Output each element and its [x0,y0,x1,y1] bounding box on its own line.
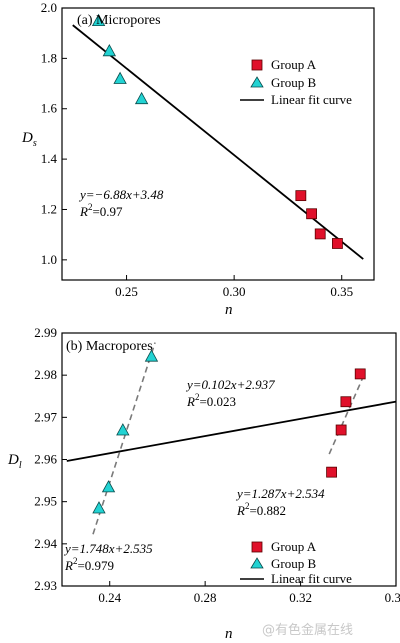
point-group-b [144,349,159,362]
point-group-b [101,480,116,493]
panel-b-legend: Group A Group B Linear fit curve [240,539,352,586]
panel-b-xlabel: n [225,626,233,642]
y-tick-label: 2.99 [34,325,57,340]
point-group-a [295,190,307,202]
point-group-b [91,13,106,26]
x-tick-label: 0.25 [115,284,138,299]
x-tick-label: 0.32 [289,590,312,605]
panel-b-fit-a-r2: R2=0.882 [236,501,286,518]
point-group-a [335,424,347,436]
y-tick-label: 2.0 [41,0,57,15]
panel-a-label: (a) Micropores [77,13,161,28]
point-group-b [116,423,130,436]
y-tick-label: 1.2 [41,201,57,216]
panel-b-fit-all-r2: R2=0.023 [186,392,236,409]
y-tick-label: 1.0 [41,252,57,267]
panel-a-fit-r2: R2=0.97 [79,202,123,219]
panel-a-xlabel: n [225,302,233,318]
panel-b-fit-b-equation: y=1.748x+2.535 [63,541,153,556]
panel-b-ylabel: Dl [7,452,22,471]
fit-line [328,377,364,455]
legend-a-group-a-label: Group A [271,57,317,72]
panel-a-micropores: 1.0 1.2 1.4 1.6 1.8 2.0 0.25 0.30 0.35 (a) Micr… [21,0,375,318]
y-tick-label: 2.93 [34,578,57,593]
point-group-a [314,228,326,240]
legend-b-group-b-marker [250,557,264,569]
panel-a-frame [61,7,375,281]
legend-a-group-a-marker [251,59,263,71]
x-tick-label: 0.24 [98,590,121,605]
legend-a-group-b-label: Group B [271,75,316,90]
legend-a-group-b-marker [250,76,264,88]
legend-b-group-a-label: Group A [271,539,317,554]
legend-a-fit-label: Linear fit curve [271,92,352,107]
panel-a-ylabel: Ds [21,130,37,149]
y-tick-label: 2.94 [34,536,57,551]
panel-b-label: (b) Macropores [66,339,153,354]
point-group-b [102,43,117,57]
point-group-b [134,91,149,105]
point-group-a [332,238,343,249]
watermark: @有色金属在线 [262,622,353,638]
x-tick-label: 0.30 [223,284,246,299]
legend-b-group-a-marker [251,541,263,553]
fit-line [72,24,364,260]
panel-a-fit-equation: y=−6.88x+3.48 [78,187,164,202]
x-tick-label: 0.35 [330,284,353,299]
point-group-a [340,396,352,408]
panel-b-fit-a-equation: y=1.287x+2.534 [235,486,325,501]
x-tick-label: 0.36 [385,590,400,605]
point-group-a [306,208,318,220]
legend-b-fit-label: Linear fit curve [271,571,352,586]
point-group-a [326,466,337,478]
panel-a-legend: Group A Group B Linear fit curve [240,57,352,107]
y-tick-label: 2.98 [34,367,57,382]
y-tick-label: 1.8 [41,50,57,65]
x-tick-label: 0.28 [194,590,217,605]
panel-b-macropores: 2.93 2.94 2.95 2.96 2.97 2.98 2.99 0.24 0.28 0.3… [7,325,400,642]
point-group-b [92,501,106,514]
y-tick-label: 1.4 [41,151,58,166]
y-tick-label: 1.6 [41,101,58,116]
fit-line [66,400,397,462]
point-group-a [354,368,366,380]
y-tick-label: 2.95 [34,494,57,509]
fit-line [92,342,156,535]
panel-b-fit-all-equation: y=0.102x+2.937 [185,377,275,392]
legend-b-group-b-label: Group B [271,556,316,571]
panel-b-fit-b-r2: R2=0.979 [64,556,114,573]
point-group-b [113,71,127,84]
y-tick-label: 2.96 [34,452,57,467]
y-tick-label: 2.97 [34,409,57,424]
